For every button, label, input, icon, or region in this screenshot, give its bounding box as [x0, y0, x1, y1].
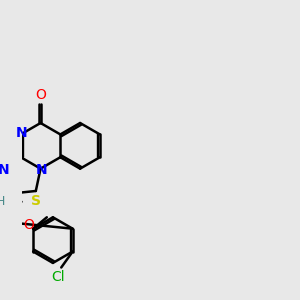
Text: N: N [16, 126, 27, 140]
Text: H: H [0, 195, 5, 208]
Text: S: S [31, 194, 41, 208]
Text: O: O [35, 88, 46, 102]
Text: N: N [35, 163, 47, 177]
Text: Cl: Cl [52, 270, 65, 284]
Text: O: O [23, 218, 34, 232]
Text: N: N [0, 163, 9, 177]
